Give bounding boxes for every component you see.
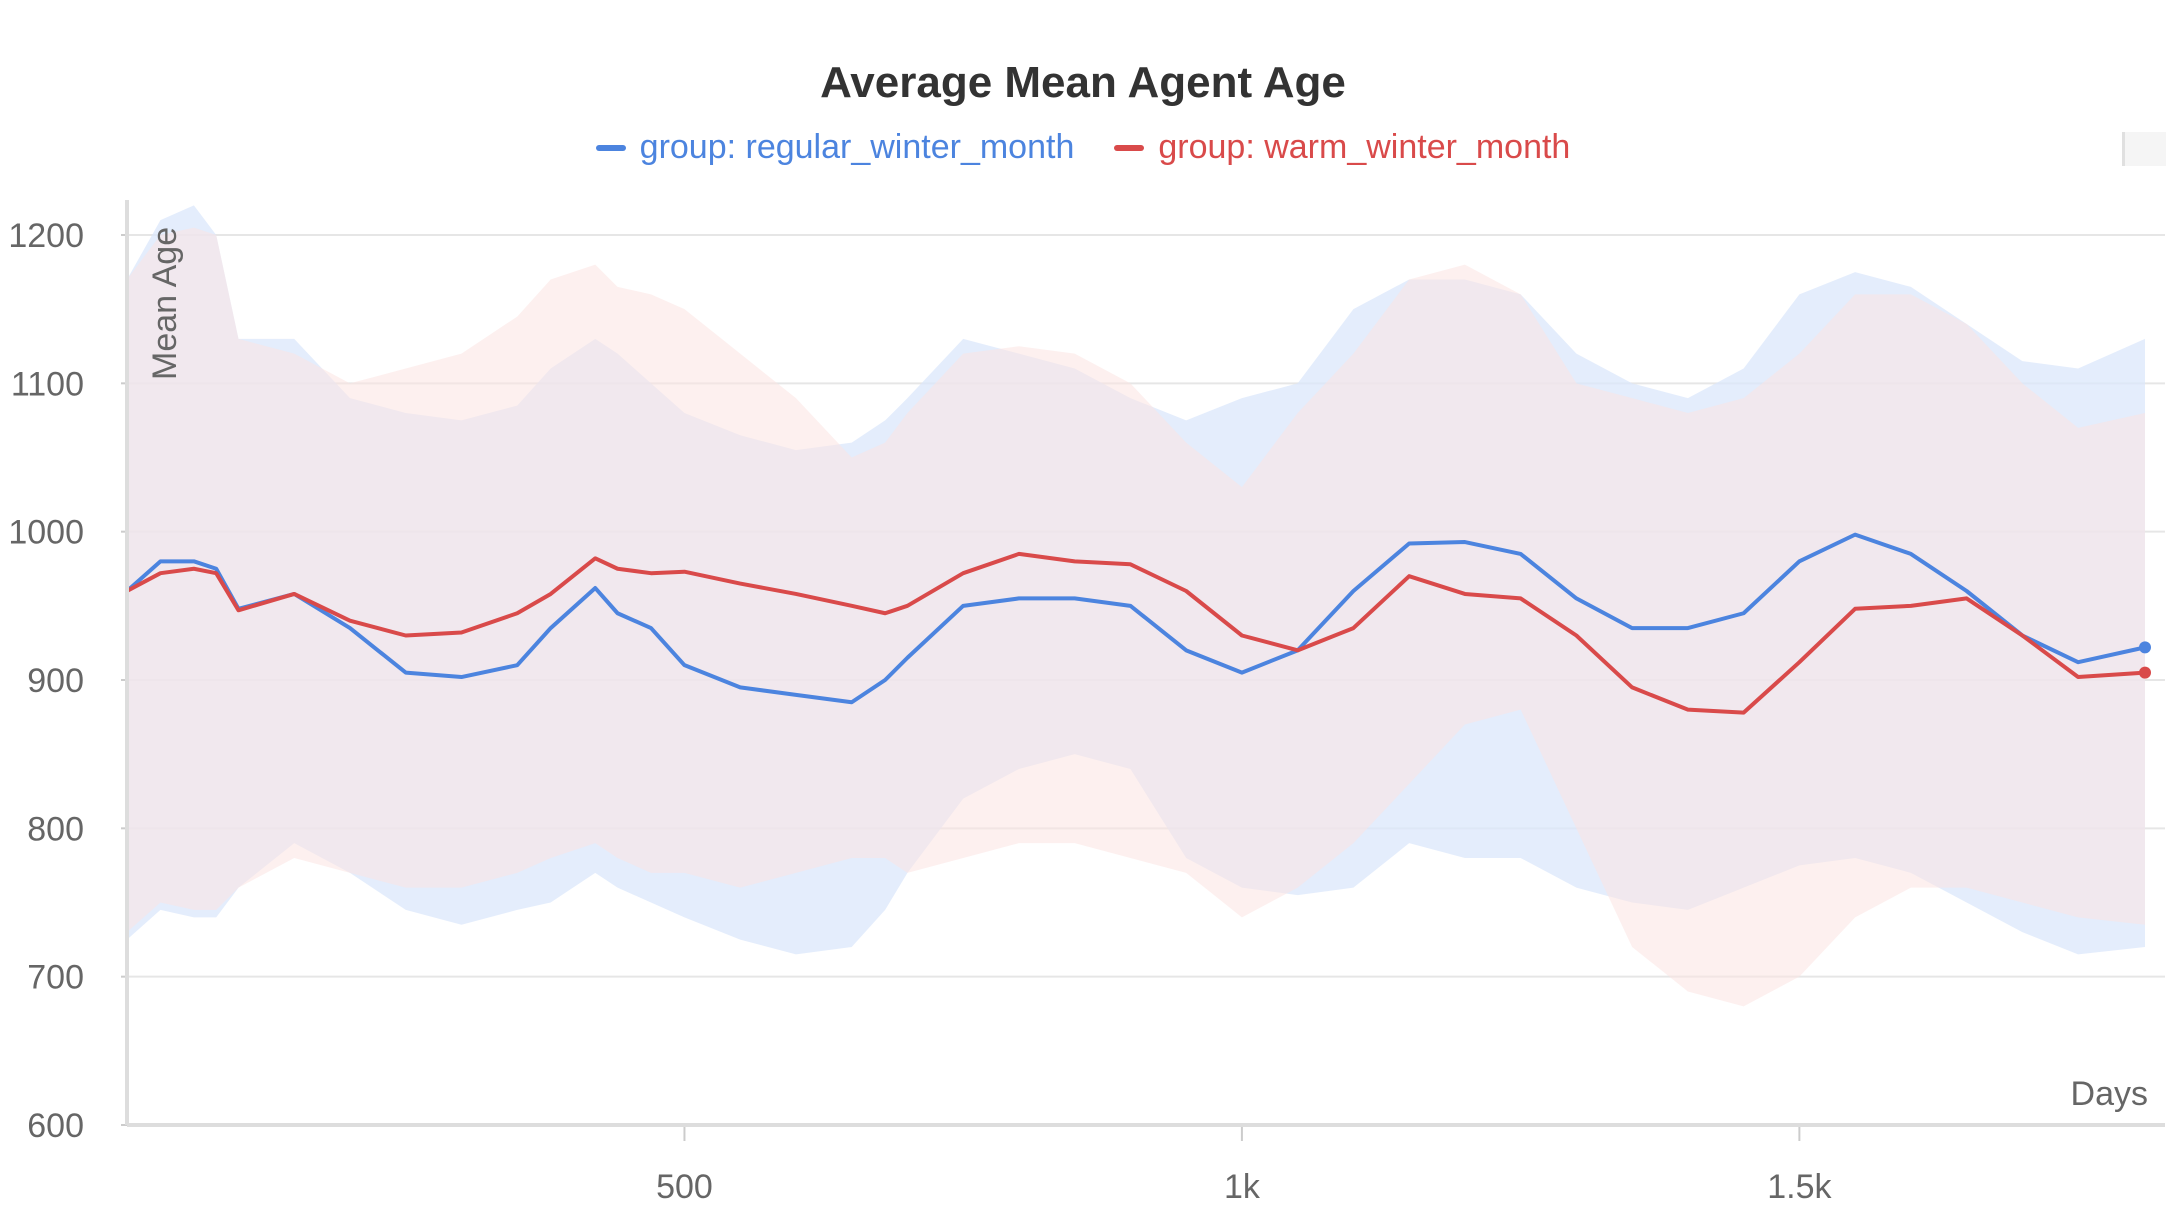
legend-item-regular[interactable]: group: regular_winter_month (595, 128, 1075, 167)
end-point-series-0[interactable] (2139, 641, 2151, 654)
legend-swatch-regular (595, 144, 626, 151)
series-lines (125, 532, 2151, 715)
legend-item-warm[interactable]: group: warm_winter_month (1114, 128, 1570, 167)
y-tick-label: 900 (27, 662, 84, 700)
y-tick-label: 1000 (8, 514, 84, 552)
x-tick-label: 500 (656, 1168, 713, 1206)
panel-scroll-handle[interactable] (2122, 132, 2166, 166)
legend: group: regular_winter_month group: warm_… (0, 128, 2166, 167)
line-series-0[interactable] (125, 532, 2146, 705)
x-tick-label: 1k (1224, 1168, 1261, 1206)
line-series-1[interactable] (126, 551, 2146, 715)
y-axis-title: Mean Age (146, 227, 184, 380)
end-point-series-1[interactable] (2139, 666, 2151, 679)
tick-labels: 600 700 800 900 1000 1100 1200 500 1k 1.5k (8, 217, 1832, 1206)
y-tick-label: 700 (27, 959, 84, 997)
axes (121, 200, 2165, 1141)
y-tick-label: 600 (27, 1107, 84, 1145)
chart-title: Average Mean Agent Age (820, 58, 1346, 107)
confidence-bands (127, 205, 2145, 1007)
legend-swatch-warm (1114, 144, 1145, 151)
x-axis-title: Days (2071, 1075, 2148, 1113)
y-tick-label: 800 (27, 810, 84, 848)
y-tick-label: 1100 (11, 365, 84, 403)
y-tick-label: 1200 (8, 217, 84, 255)
band-series-1 (127, 227, 2145, 1007)
x-tick-label: 1.5k (1767, 1168, 1832, 1206)
legend-label-warm: group: warm_winter_month (1158, 128, 1571, 166)
legend-label-regular: group: regular_winter_month (639, 128, 1075, 166)
